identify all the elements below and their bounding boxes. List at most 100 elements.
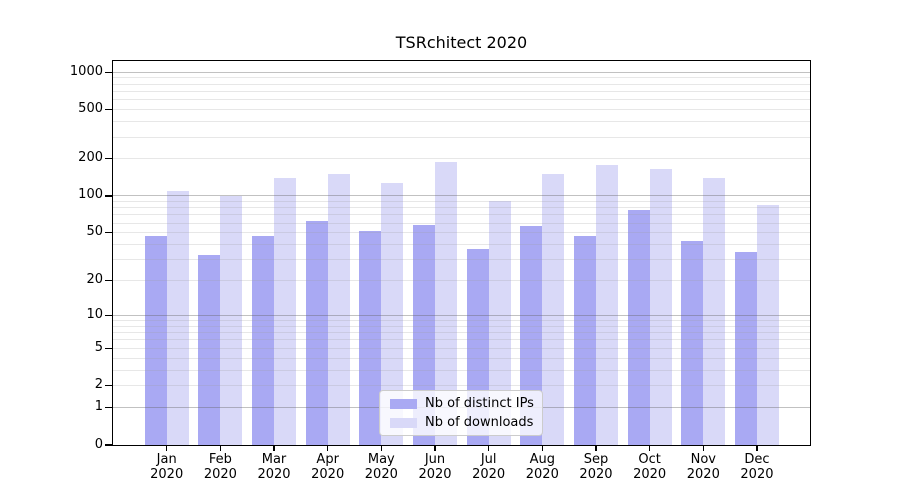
gridline-minor-800 <box>113 83 810 85</box>
x-tick-jan <box>166 446 168 451</box>
x-tick-label-jun: Jun 2020 <box>418 452 452 482</box>
y-tick-label-20: 20 <box>86 272 103 288</box>
x-tick-sep <box>595 446 597 451</box>
legend-swatch-downloads <box>390 417 417 428</box>
y-tick-100 <box>105 195 113 197</box>
gridline-minor-9 <box>113 320 810 322</box>
bar-downloads_bar-dec <box>756 204 779 445</box>
bar-downloads_bar-aug <box>542 173 565 445</box>
gridline-minor-6 <box>113 339 810 341</box>
plot-area <box>113 61 810 445</box>
x-tick-feb <box>219 446 221 451</box>
y-tick-label-200: 200 <box>78 150 103 166</box>
bar-ips_bar-oct <box>627 209 650 445</box>
x-tick-label-aug: Aug 2020 <box>525 452 559 482</box>
bar-downloads_bar-may <box>381 183 404 445</box>
y-tick-label-100: 100 <box>78 187 103 203</box>
x-tick-label-sep: Sep 2020 <box>579 452 613 482</box>
gridline-minor-20 <box>113 280 810 282</box>
x-tick-dec <box>756 446 758 451</box>
gridline-minor-30 <box>113 259 810 261</box>
x-tick-apr <box>327 446 329 451</box>
bar-ips_bar-may <box>359 230 382 445</box>
y-tick-500 <box>105 108 113 111</box>
bar-ips_bar-jun <box>413 224 435 445</box>
legend-swatch-distinct-ips <box>390 398 417 409</box>
gridline-minor-900 <box>113 77 810 79</box>
gridline-minor-8 <box>113 325 810 327</box>
bar-ips_bar-dec <box>734 251 757 445</box>
y-tick-10 <box>105 314 113 317</box>
bar-ips_bar-feb <box>198 254 221 445</box>
x-tick-label-jul: Jul 2020 <box>472 452 506 482</box>
gridline-minor-3 <box>113 369 810 371</box>
y-tick-label-5: 5 <box>94 339 103 355</box>
gridline-major-100 <box>113 195 810 197</box>
x-tick-label-apr: Apr 2020 <box>311 452 345 482</box>
x-tick-jul <box>488 446 490 451</box>
x-tick-label-may: May 2020 <box>364 452 398 482</box>
x-tick-may <box>380 446 382 451</box>
y-tick-1000 <box>105 71 113 73</box>
bar-downloads_bar-feb <box>220 195 243 445</box>
legend: Nb of distinct IPs Nb of downloads <box>379 390 543 436</box>
y-tick-label-500: 500 <box>78 101 103 117</box>
y-tick-1 <box>105 406 113 409</box>
gridline-minor-40 <box>113 244 810 246</box>
y-tick-20 <box>105 280 113 282</box>
gridline-minor-600 <box>113 99 810 101</box>
bar-downloads_bar-sep <box>595 165 618 445</box>
bar-downloads_bar-jan <box>166 190 189 445</box>
bar-downloads_bar-apr <box>327 174 350 445</box>
x-tick-jun <box>434 446 436 451</box>
gridline-minor-500 <box>113 109 810 111</box>
bar-downloads_bar-oct <box>649 168 672 445</box>
bar-ips_bar-jan <box>144 236 167 445</box>
gridline-minor-70 <box>113 214 810 216</box>
gridline-minor-50 <box>113 232 810 234</box>
gridline-major-10 <box>113 315 810 317</box>
x-tick-aug <box>541 446 543 451</box>
bar-downloads_bar-nov <box>703 177 726 445</box>
gridline-minor-4 <box>113 357 810 359</box>
y-tick-200 <box>105 158 113 160</box>
y-tick-label-2: 2 <box>94 377 103 393</box>
bar-ips_bar-sep <box>573 236 596 445</box>
gridline-minor-300 <box>113 136 810 138</box>
gridline-minor-80 <box>113 207 810 209</box>
bar-ips_bar-nov <box>681 240 704 445</box>
gridline-minor-90 <box>113 201 810 203</box>
legend-item-downloads: Nb of downloads <box>390 415 533 430</box>
bar-ips_bar-apr <box>305 221 328 445</box>
y-tick-label-50: 50 <box>86 224 103 240</box>
gridline-minor-5 <box>113 347 810 349</box>
bar-ips_bar-mar <box>252 236 275 445</box>
gridline-minor-7 <box>113 332 810 334</box>
x-tick-nov <box>702 446 704 451</box>
legend-label-distinct-ips: Nb of distinct IPs <box>425 396 534 411</box>
x-tick-label-oct: Oct 2020 <box>633 452 667 482</box>
gridline-minor-400 <box>113 121 810 123</box>
y-tick-label-0: 0 <box>94 436 103 452</box>
y-tick-2 <box>105 385 113 387</box>
y-tick-50 <box>105 232 113 234</box>
y-tick-5 <box>105 347 113 349</box>
y-tick-label-1000: 1000 <box>69 63 103 79</box>
gridline-major-1000 <box>113 71 810 73</box>
x-tick-label-dec: Dec 2020 <box>740 452 774 482</box>
bar-downloads_bar-jul <box>488 201 511 445</box>
y-tick-label-10: 10 <box>86 307 103 323</box>
bar-downloads_bar-jun <box>435 161 457 445</box>
gridline-minor-60 <box>113 222 810 224</box>
x-tick-mar <box>273 446 275 451</box>
gridline-minor-200 <box>113 158 810 160</box>
x-tick-label-feb: Feb 2020 <box>203 452 237 482</box>
x-tick-label-jan: Jan 2020 <box>150 452 184 482</box>
x-tick-label-nov: Nov 2020 <box>686 452 720 482</box>
x-tick-oct <box>648 446 651 451</box>
legend-item-distinct-ips: Nb of distinct IPs <box>390 396 534 411</box>
y-tick-label-1: 1 <box>94 399 103 415</box>
chart-title: TSRchitect 2020 <box>395 33 528 52</box>
x-tick-label-mar: Mar 2020 <box>257 452 291 482</box>
